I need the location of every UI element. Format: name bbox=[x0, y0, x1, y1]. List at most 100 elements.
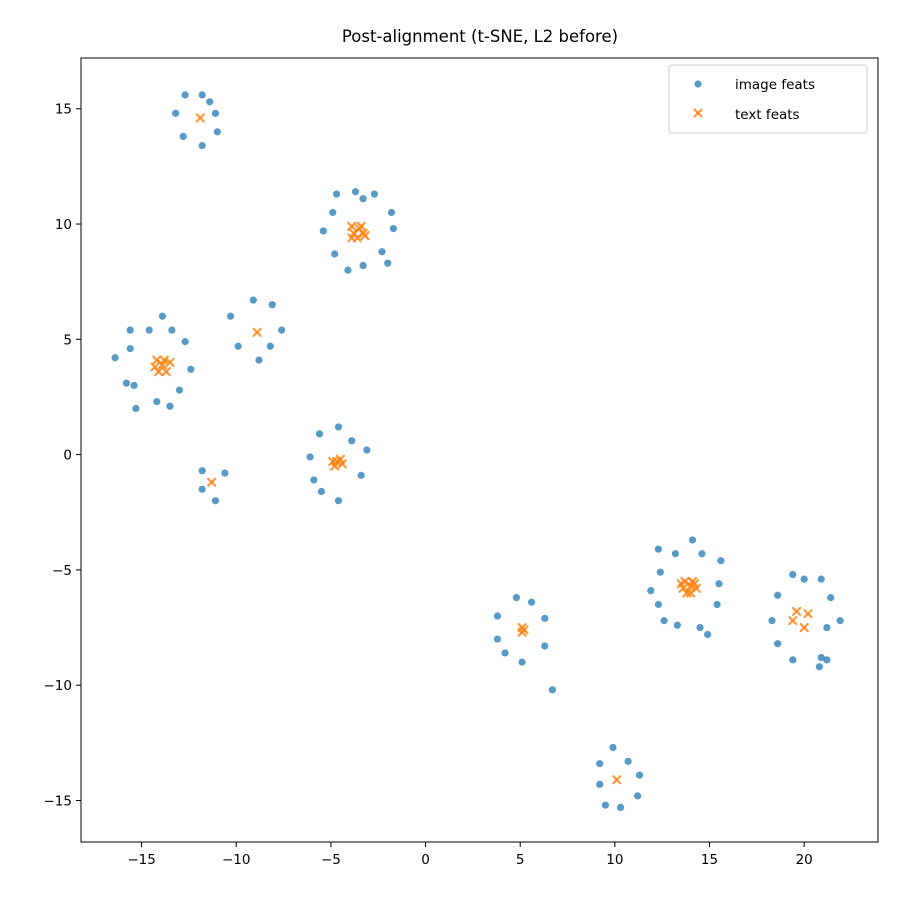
image-feat-point bbox=[654, 600, 662, 609]
image-feat-point bbox=[624, 757, 632, 765]
image-feat-point bbox=[698, 550, 706, 558]
image-feat-point bbox=[518, 658, 526, 666]
legend-marker-text-feats bbox=[693, 108, 703, 118]
image-feat-point bbox=[126, 326, 134, 334]
text-feat-point bbox=[165, 357, 175, 367]
x-tick-label: 10 bbox=[606, 852, 623, 868]
y-tick-label: 10 bbox=[55, 217, 72, 233]
image-feat-point bbox=[800, 575, 808, 583]
text-feat-point bbox=[347, 221, 357, 231]
image-feat-point bbox=[717, 557, 725, 565]
image-feat-point bbox=[541, 642, 549, 650]
image-feat-point bbox=[817, 653, 825, 662]
image-feat-point bbox=[206, 98, 214, 106]
image-feat-point bbox=[827, 593, 835, 602]
image-feat-point bbox=[359, 195, 367, 203]
image-feat-point bbox=[836, 617, 844, 625]
image-feat-point bbox=[198, 91, 206, 99]
text-feat-point bbox=[161, 367, 171, 377]
image-feat-point bbox=[145, 326, 153, 334]
image-feat-point bbox=[789, 570, 797, 579]
text-feat-point bbox=[354, 224, 364, 234]
x-tick-label: 0 bbox=[421, 852, 430, 868]
image-feat-point bbox=[541, 614, 549, 622]
image-feat-point bbox=[249, 296, 257, 304]
image-feat-point bbox=[319, 227, 327, 235]
image-feat-point bbox=[596, 760, 604, 768]
image-feat-point bbox=[278, 326, 286, 334]
series-1 bbox=[150, 113, 813, 785]
image-feat-point bbox=[378, 248, 386, 256]
legend-box bbox=[668, 64, 868, 134]
text-feat-point bbox=[331, 456, 342, 467]
image-feat-point bbox=[713, 600, 721, 609]
image-feat-point bbox=[181, 91, 189, 99]
y-tick-label: 15 bbox=[55, 102, 72, 118]
image-feat-point bbox=[198, 467, 206, 475]
image-feat-point bbox=[370, 190, 379, 198]
text-feat-point bbox=[791, 606, 802, 617]
y-tick-label: 0 bbox=[63, 448, 72, 464]
text-feat-point bbox=[159, 355, 169, 365]
image-feat-point bbox=[512, 593, 521, 602]
text-feat-point bbox=[519, 625, 529, 635]
series-0 bbox=[111, 91, 844, 812]
image-feat-point bbox=[647, 587, 655, 595]
image-feat-point bbox=[635, 771, 644, 779]
image-feat-point bbox=[332, 190, 341, 198]
image-feat-point bbox=[671, 550, 680, 558]
image-feat-point bbox=[774, 591, 782, 599]
image-feat-point bbox=[704, 630, 712, 639]
text-feat-point bbox=[337, 459, 347, 469]
image-feat-point bbox=[389, 225, 397, 233]
text-feat-point bbox=[687, 576, 698, 587]
image-feat-point bbox=[175, 386, 184, 394]
image-feat-point bbox=[548, 686, 556, 694]
image-feat-point bbox=[122, 379, 131, 387]
image-feat-point bbox=[221, 469, 229, 477]
image-feat-point bbox=[817, 575, 825, 583]
image-feat-point bbox=[187, 365, 195, 373]
text-feat-point bbox=[685, 588, 696, 598]
image-feat-point bbox=[601, 801, 609, 809]
image-feat-point bbox=[111, 354, 119, 362]
image-feat-point bbox=[357, 471, 365, 479]
image-feat-point bbox=[168, 326, 176, 334]
text-feat-point bbox=[676, 579, 686, 589]
image-feat-point bbox=[158, 312, 167, 320]
legend-label-text-feats: text feats bbox=[735, 107, 800, 123]
plot-area bbox=[111, 91, 844, 812]
image-feat-point bbox=[213, 128, 221, 136]
image-feat-point bbox=[329, 208, 337, 217]
legend-marker-image-feats bbox=[694, 80, 702, 88]
image-feat-point bbox=[198, 485, 206, 493]
text-feat-point bbox=[252, 327, 262, 337]
image-feat-point bbox=[527, 598, 536, 606]
image-feat-point bbox=[351, 188, 360, 196]
image-feat-point bbox=[153, 397, 161, 406]
image-feat-point bbox=[172, 109, 180, 117]
legend-label-image-feats: image feats bbox=[735, 77, 815, 93]
image-feat-point bbox=[596, 780, 604, 788]
image-feat-point bbox=[334, 497, 343, 505]
image-feat-point bbox=[768, 617, 776, 625]
image-feat-point bbox=[268, 301, 276, 309]
image-feat-point bbox=[363, 446, 371, 454]
image-feat-point bbox=[493, 612, 502, 620]
image-feat-point bbox=[688, 536, 697, 544]
x-tick-label: 20 bbox=[796, 852, 813, 868]
image-feat-point bbox=[126, 344, 134, 353]
x-tick-label: −15 bbox=[127, 852, 156, 868]
image-feat-point bbox=[815, 663, 823, 671]
image-feat-point bbox=[234, 342, 242, 350]
image-feat-point bbox=[348, 437, 356, 445]
x-tick-label: −5 bbox=[321, 852, 341, 868]
image-feat-point bbox=[331, 250, 339, 258]
text-feat-point bbox=[157, 360, 168, 370]
image-feat-point bbox=[226, 312, 235, 320]
text-feat-point bbox=[788, 616, 798, 626]
axes-frame bbox=[80, 57, 879, 843]
image-feat-point bbox=[660, 617, 668, 625]
image-feat-point bbox=[306, 453, 314, 461]
